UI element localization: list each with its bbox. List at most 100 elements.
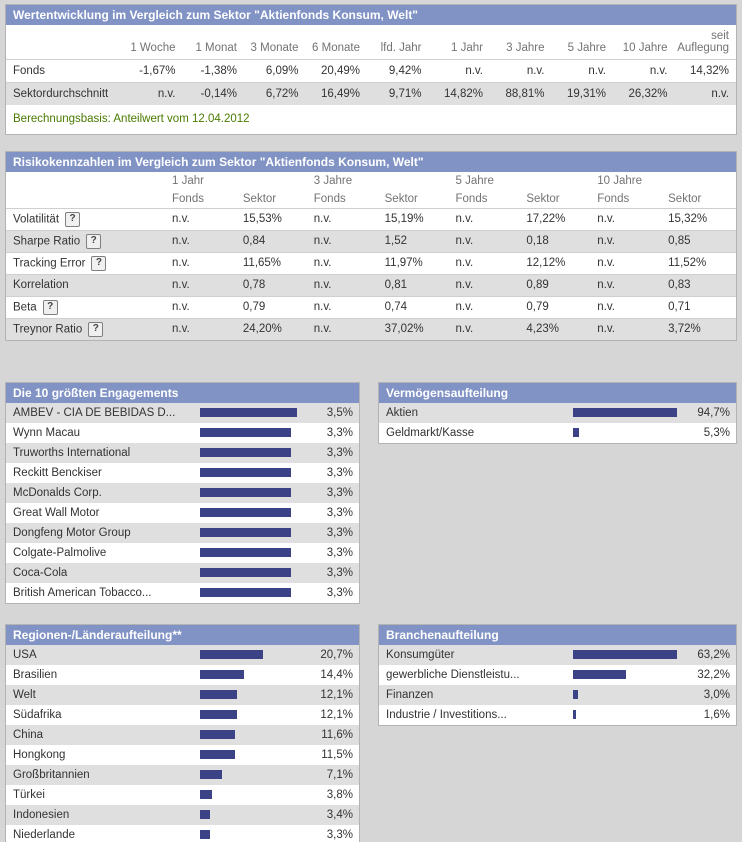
- risk-value: 0,84: [242, 235, 266, 247]
- calculation-basis-note: Berechnungsbasis: Anteilwert vom 12.04.2…: [13, 112, 250, 125]
- item-value: 32,2%: [697, 668, 730, 681]
- item-bar: [200, 448, 291, 457]
- chart-box-holdings: Die 10 größten Engagements AMBEV - CIA DE…: [5, 381, 360, 604]
- item-value: 3,3%: [326, 426, 353, 439]
- holdings-row: Wynn Macau 3,3%: [6, 423, 359, 443]
- item-bar: [573, 710, 576, 719]
- item-bar: [200, 528, 291, 537]
- risk-period-header: 5 Jahre: [455, 174, 494, 187]
- risk-value: n.v.: [597, 235, 615, 247]
- item-label: China: [13, 728, 44, 741]
- risk-row-label: Beta?: [6, 296, 169, 318]
- item-label: Konsumgüter: [386, 648, 455, 661]
- item-label: McDonalds Corp.: [13, 486, 102, 499]
- item-label: Niederlande: [13, 828, 76, 841]
- item-bar-track: [200, 650, 312, 659]
- perf-column-header: 5 Jahre: [567, 41, 606, 54]
- risk-period-header: 10 Jahre: [597, 174, 643, 187]
- item-label: Indonesien: [13, 808, 70, 821]
- help-icon[interactable]: ?: [86, 233, 102, 249]
- perf-value: 16,49%: [320, 87, 360, 100]
- item-label: Türkei: [13, 788, 45, 801]
- risk-subcolumn-header: Fonds: [172, 192, 204, 205]
- item-bar: [200, 790, 212, 799]
- holdings-row: British American Tobacco... 3,3%: [6, 583, 359, 603]
- perf-label-column-header: [6, 25, 121, 59]
- item-label: Reckitt Benckiser: [13, 466, 102, 479]
- risk-value: 17,22%: [526, 213, 566, 225]
- item-label: Colgate-Palmolive: [13, 546, 107, 559]
- regions-row: Welt 12,1%: [6, 684, 359, 705]
- risk-subcolumn-header: Sektor: [526, 192, 560, 205]
- chart-box-sectors: Branchenaufteilung Konsumgüter 63,2% gewerb…: [378, 623, 737, 726]
- perf-value: 20,49%: [320, 64, 360, 77]
- allocation-charts-area: Die 10 größten Engagements AMBEV - CIA DE…: [5, 381, 737, 842]
- risk-value: n.v.: [313, 257, 332, 269]
- holdings-row: Coca-Cola 3,3%: [6, 562, 359, 583]
- help-icon[interactable]: ?: [88, 321, 104, 337]
- risk-value: 0,81: [384, 279, 408, 291]
- help-icon[interactable]: ?: [42, 299, 58, 315]
- risk-value: 1,52: [384, 235, 408, 247]
- risk-value: 15,32%: [668, 213, 708, 225]
- risk-period-header: 3 Jahre: [313, 174, 353, 187]
- item-value: 3,3%: [326, 506, 353, 519]
- help-icon[interactable]: ?: [91, 255, 107, 271]
- perf-value: 88,81%: [505, 87, 545, 100]
- item-label: AMBEV - CIA DE BEBIDAS D...: [13, 406, 176, 419]
- item-bar-track: [200, 750, 312, 759]
- perf-column-header: 1 Monat: [195, 41, 237, 54]
- item-bar-track: [200, 588, 312, 597]
- perf-value: n.v.: [157, 87, 176, 100]
- perf-column-header: 6 Monate: [312, 41, 360, 54]
- perf-column-header: lfd. Jahr: [380, 41, 422, 54]
- risk-title: Risikokennzahlen im Vergleich zum Sektor…: [13, 154, 424, 169]
- risk-value: 0,18: [526, 235, 549, 247]
- item-bar: [200, 690, 237, 699]
- holdings-row: Reckitt Benckiser 3,3%: [6, 463, 359, 483]
- item-bar: [573, 428, 579, 437]
- item-value: 3,4%: [326, 808, 353, 821]
- item-bar-track: [200, 730, 312, 739]
- risk-row-label: Sharpe Ratio?: [6, 230, 169, 252]
- regions-row: Niederlande 3,3%: [6, 825, 359, 842]
- item-bar-track: [200, 810, 312, 819]
- perf-value: 9,71%: [388, 87, 422, 100]
- risk-value: n.v.: [455, 257, 474, 269]
- risk-value: n.v.: [313, 279, 332, 291]
- risk-metric-name: Tracking Error: [13, 257, 86, 270]
- risk-value: 11,65%: [242, 257, 282, 269]
- perf-row-label: Sektordurchschnitt: [13, 87, 109, 100]
- item-bar: [200, 730, 235, 739]
- chart-box-allocation: Vermögensaufteilung Aktien 94,7% Geldmarkt/…: [378, 381, 737, 444]
- risk-row-label: Volatilität?: [6, 208, 169, 230]
- risk-subcolumn-header: Fonds: [455, 192, 488, 205]
- item-label: Hongkong: [13, 748, 66, 761]
- risk-value: n.v.: [313, 301, 332, 313]
- item-value: 14,4%: [320, 668, 353, 681]
- risk-value: 0,74: [384, 301, 408, 313]
- item-value: 3,3%: [326, 466, 353, 479]
- risk-value: n.v.: [597, 323, 615, 335]
- help-icon[interactable]: ?: [65, 211, 81, 227]
- risk-subheader-row: Fonds Sektor Fonds Sektor Fonds Sektor Fonds Se…: [6, 190, 736, 209]
- perf-value: n.v.: [588, 64, 606, 77]
- risk-row: Sharpe Ratio? n.v. 0,84 n.v. 1,52 n.v. 0,18 n.v…: [6, 230, 736, 252]
- item-bar-track: [200, 448, 312, 457]
- item-label: Aktien: [386, 406, 418, 419]
- risk-value: n.v.: [597, 257, 615, 269]
- item-value: 1,6%: [703, 708, 730, 721]
- chart-title: Vermögensaufteilung: [386, 385, 509, 400]
- item-label: Brasilien: [13, 668, 58, 681]
- risk-value: 12,12%: [526, 257, 566, 269]
- regions-row: Türkei 3,8%: [6, 785, 359, 805]
- risk-value: 0,89: [526, 279, 549, 291]
- perf-value: 26,32%: [628, 87, 668, 100]
- item-bar-track: [573, 428, 685, 437]
- item-value: 3,8%: [326, 788, 353, 801]
- item-label: Welt: [13, 688, 36, 701]
- item-label: British American Tobacco...: [13, 586, 152, 599]
- risk-value: 0,79: [526, 301, 549, 313]
- risk-value: n.v.: [597, 301, 615, 313]
- risk-value: 11,52%: [668, 257, 707, 269]
